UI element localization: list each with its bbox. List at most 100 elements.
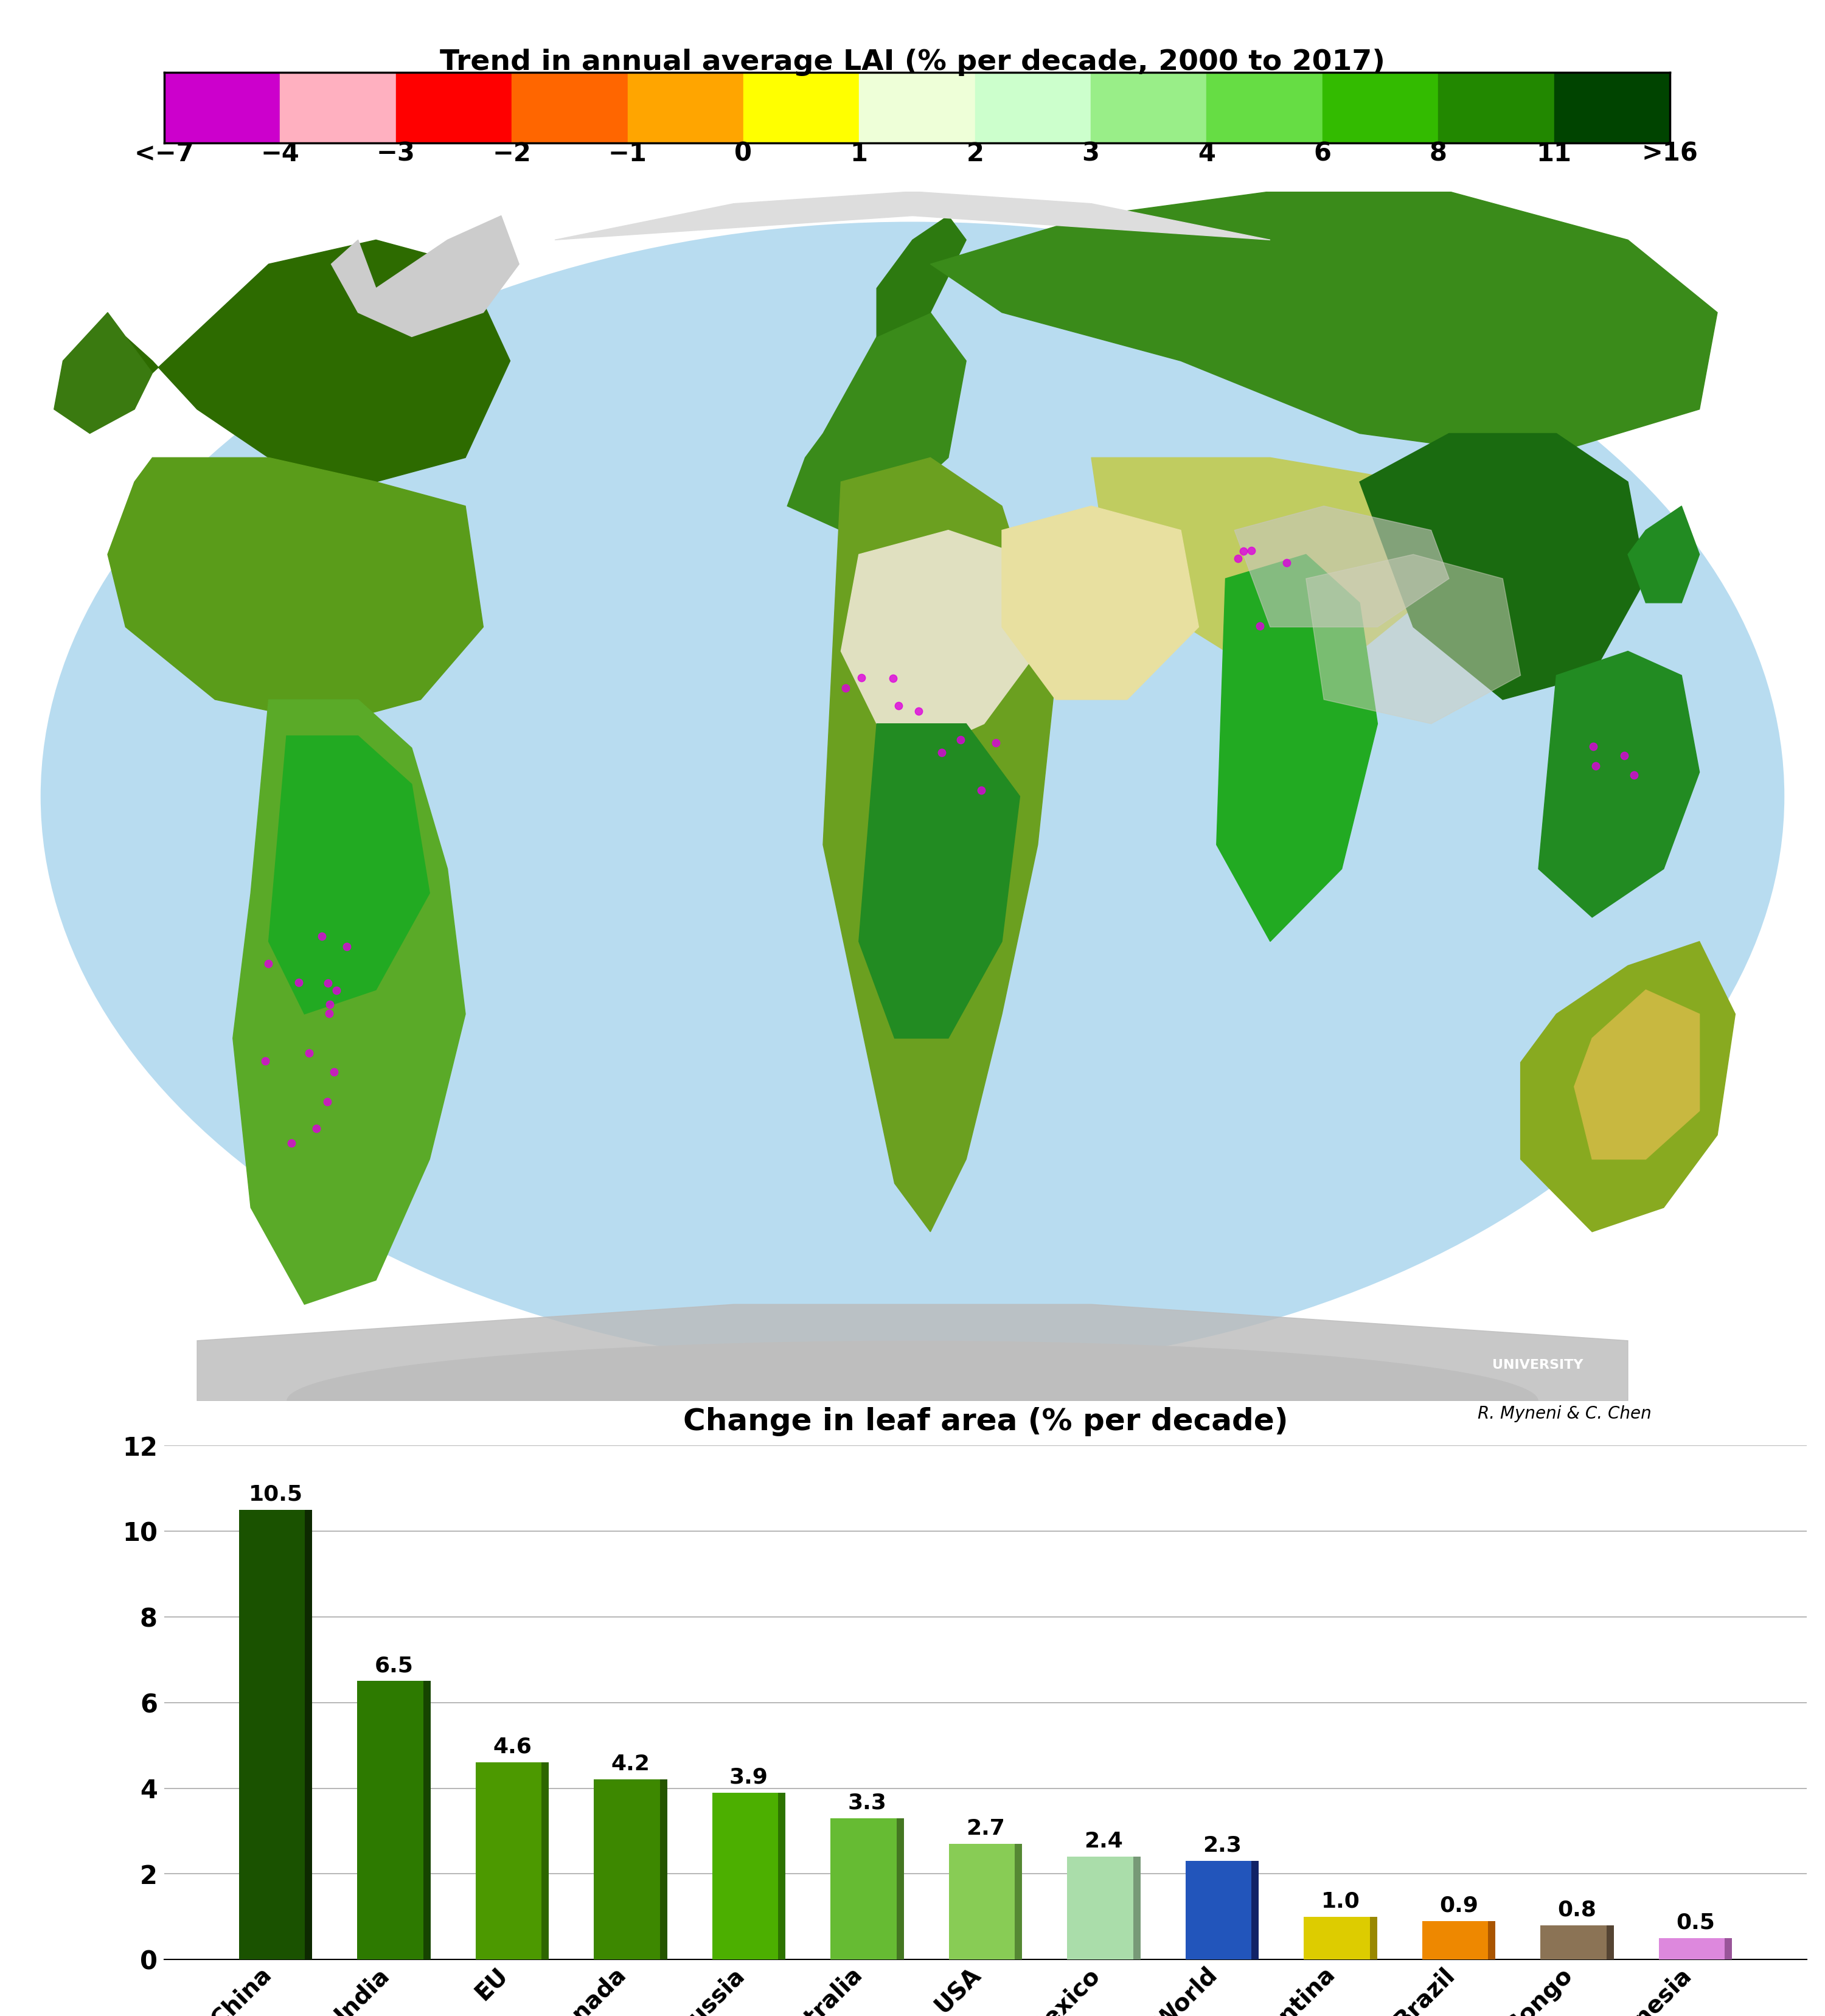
Polygon shape	[860, 724, 1020, 1038]
Text: −1: −1	[608, 141, 646, 167]
Bar	[1725, 1937, 1732, 1960]
Bar	[830, 1818, 903, 1960]
Polygon shape	[841, 530, 1038, 748]
Polygon shape	[268, 700, 394, 893]
Bar	[396, 73, 511, 143]
Bar	[1186, 1861, 1259, 1960]
Bar	[975, 73, 1091, 143]
Text: 2.4: 2.4	[1084, 1831, 1122, 1851]
Polygon shape	[555, 192, 1270, 240]
Bar	[279, 73, 396, 143]
Bar	[1540, 1925, 1613, 1960]
Bar	[1555, 73, 1670, 143]
Point	[312, 1087, 341, 1119]
Text: −3: −3	[376, 141, 416, 167]
Point	[883, 689, 912, 722]
Bar	[1015, 1845, 1022, 1960]
Bar	[777, 1792, 785, 1960]
Text: −4: −4	[261, 141, 299, 167]
Point	[1228, 536, 1257, 569]
Point	[1610, 740, 1639, 772]
Text: 3.9: 3.9	[730, 1766, 768, 1788]
Text: 2: 2	[965, 141, 984, 167]
Point	[878, 661, 907, 694]
Ellipse shape	[287, 1341, 1538, 1462]
Bar	[1323, 73, 1438, 143]
Polygon shape	[1002, 506, 1199, 700]
Point	[830, 671, 860, 704]
Point	[307, 921, 336, 954]
Polygon shape	[268, 736, 429, 1014]
Text: 3: 3	[1082, 141, 1100, 167]
Bar	[1606, 1925, 1613, 1960]
Text: Trend in annual average LAI (% per decade, 2000 to 2017): Trend in annual average LAI (% per decad…	[440, 48, 1385, 77]
Bar	[860, 73, 975, 143]
Point	[294, 1036, 323, 1068]
Polygon shape	[823, 458, 1055, 1232]
Polygon shape	[1307, 554, 1520, 724]
Text: 0.5: 0.5	[1675, 1913, 1715, 1933]
Bar	[1438, 73, 1555, 143]
Bar	[1206, 73, 1323, 143]
Text: <−7: <−7	[135, 141, 193, 167]
Point	[319, 1056, 349, 1089]
Point	[316, 988, 345, 1020]
Polygon shape	[1538, 651, 1699, 917]
Point	[1223, 542, 1252, 575]
Text: 0.9: 0.9	[1440, 1895, 1478, 1915]
Text: 0.8: 0.8	[1559, 1899, 1597, 1919]
Point	[847, 661, 876, 694]
Point	[321, 974, 350, 1006]
Bar	[896, 1818, 903, 1960]
Point	[332, 931, 361, 964]
Point	[277, 1127, 307, 1159]
Text: −2: −2	[493, 141, 531, 167]
Point	[1237, 534, 1267, 566]
Ellipse shape	[40, 222, 1785, 1371]
Title: Change in leaf area (% per decade): Change in leaf area (% per decade)	[683, 1407, 1288, 1435]
Text: 4.6: 4.6	[493, 1736, 531, 1758]
Bar	[1487, 1921, 1495, 1960]
Text: 6: 6	[1314, 141, 1330, 167]
Text: 1: 1	[850, 141, 869, 167]
Polygon shape	[197, 1304, 1628, 1401]
Point	[314, 998, 343, 1030]
Point	[250, 1044, 279, 1077]
Text: 3.3: 3.3	[849, 1792, 887, 1812]
Bar	[712, 1792, 785, 1960]
Point	[927, 736, 956, 768]
Point	[1245, 611, 1274, 643]
Bar	[1303, 1917, 1378, 1960]
Bar	[593, 1780, 668, 1960]
Point	[967, 774, 996, 806]
Bar	[661, 1780, 668, 1960]
Text: 6.5: 6.5	[374, 1655, 412, 1675]
Bar	[1091, 73, 1206, 143]
Bar	[743, 73, 860, 143]
Polygon shape	[332, 216, 518, 337]
Polygon shape	[55, 312, 151, 433]
Polygon shape	[108, 458, 484, 724]
Bar	[1252, 1861, 1259, 1960]
Polygon shape	[234, 700, 465, 1304]
Point	[301, 1113, 330, 1145]
Text: 2.7: 2.7	[965, 1818, 1006, 1839]
Point	[982, 726, 1011, 758]
Text: 11: 11	[1537, 141, 1571, 167]
Polygon shape	[787, 312, 965, 530]
Bar	[305, 1510, 312, 1960]
Bar	[1068, 1857, 1141, 1960]
Polygon shape	[1091, 458, 1449, 651]
Text: UNIVERSITY: UNIVERSITY	[1493, 1359, 1582, 1371]
Text: 4.2: 4.2	[611, 1754, 650, 1774]
Bar	[1422, 1921, 1495, 1960]
Bar	[542, 1762, 549, 1960]
Bar	[164, 73, 279, 143]
Bar	[1371, 1917, 1378, 1960]
Polygon shape	[1234, 506, 1449, 627]
Point	[945, 724, 975, 756]
Point	[1580, 750, 1610, 782]
Point	[254, 948, 283, 980]
Point	[285, 966, 314, 998]
Bar	[949, 1845, 1022, 1960]
